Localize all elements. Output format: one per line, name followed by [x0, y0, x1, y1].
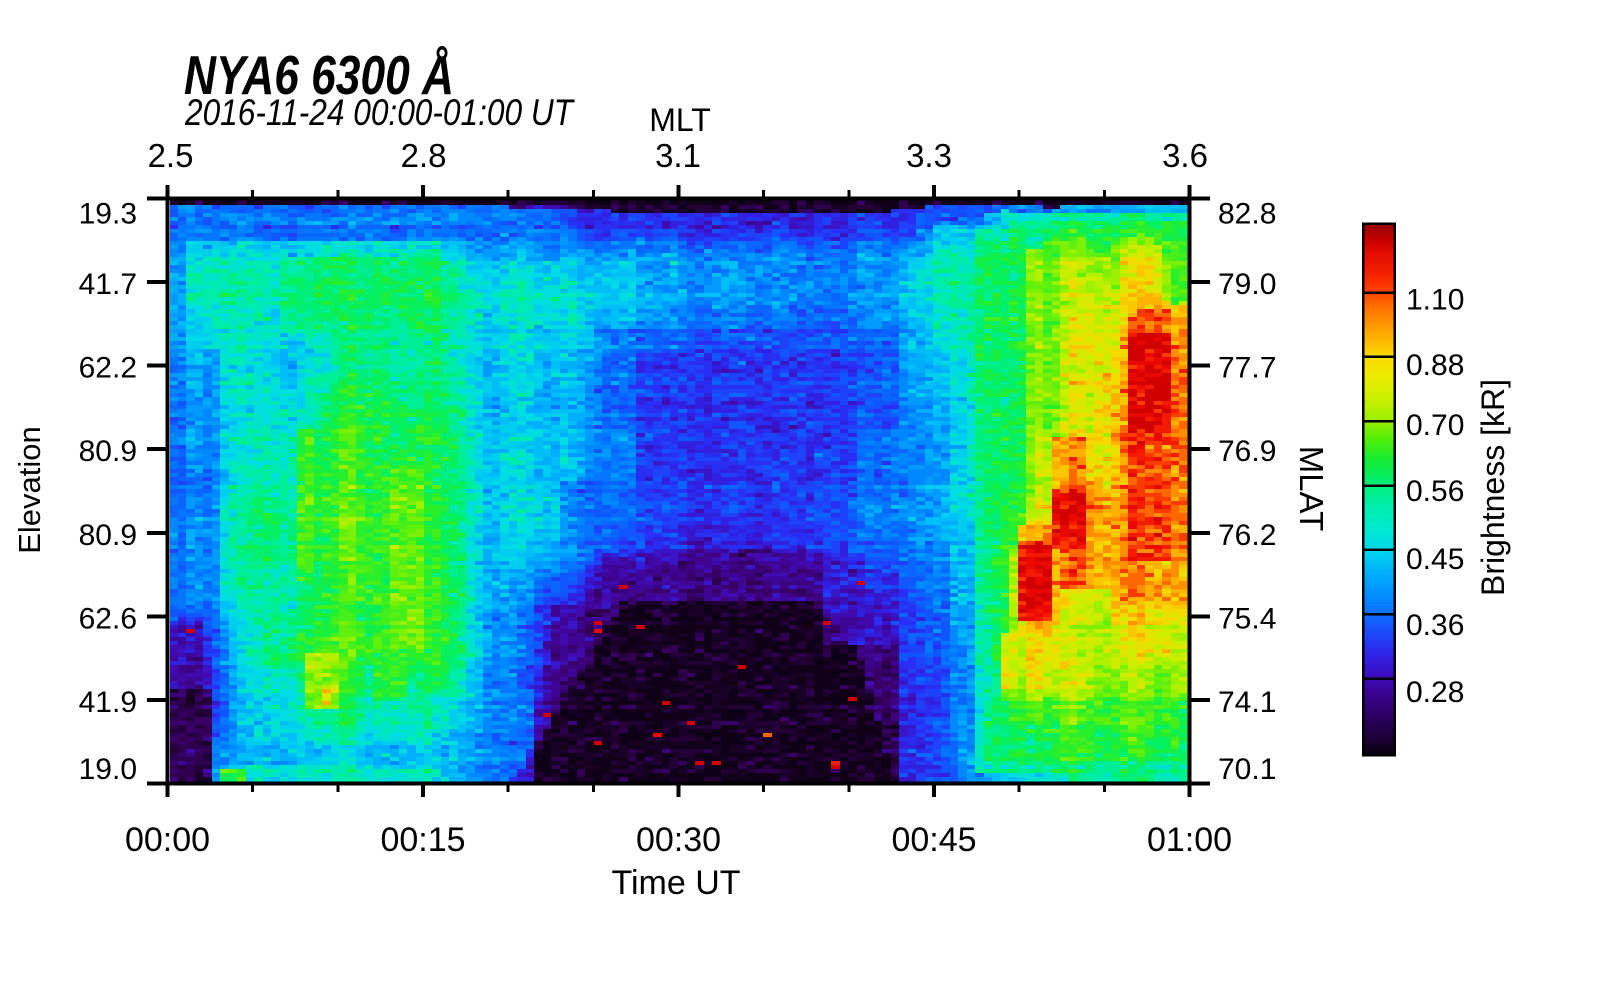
svg-text:1.10: 1.10 — [1406, 284, 1464, 317]
svg-text:0.56: 0.56 — [1406, 475, 1464, 508]
svg-text:76.9: 76.9 — [1218, 435, 1276, 468]
svg-text:80.9: 80.9 — [79, 519, 137, 552]
svg-text:Time UT: Time UT — [611, 864, 740, 902]
svg-text:77.7: 77.7 — [1218, 352, 1276, 385]
svg-text:01:00: 01:00 — [1147, 821, 1232, 859]
svg-text:76.2: 76.2 — [1218, 519, 1276, 552]
svg-text:19.3: 19.3 — [79, 198, 137, 231]
svg-text:00:15: 00:15 — [380, 821, 465, 859]
svg-text:NYA6 6300 Å: NYA6 6300 Å — [184, 44, 454, 106]
svg-text:00:30: 00:30 — [636, 821, 721, 859]
svg-text:79.0: 79.0 — [1218, 268, 1276, 301]
svg-text:00:00: 00:00 — [125, 821, 210, 859]
svg-text:62.6: 62.6 — [79, 602, 137, 635]
svg-text:3.1: 3.1 — [655, 137, 701, 174]
svg-text:62.2: 62.2 — [79, 352, 137, 385]
svg-text:2.8: 2.8 — [401, 137, 447, 174]
svg-text:00:45: 00:45 — [891, 821, 976, 859]
svg-text:41.7: 41.7 — [79, 268, 137, 301]
svg-text:80.9: 80.9 — [79, 435, 137, 468]
svg-text:70.1: 70.1 — [1218, 753, 1276, 786]
svg-text:Elevation: Elevation — [12, 426, 47, 554]
svg-text:0.36: 0.36 — [1406, 609, 1464, 642]
svg-text:0.70: 0.70 — [1406, 409, 1464, 442]
svg-text:3.6: 3.6 — [1162, 137, 1208, 174]
svg-text:0.28: 0.28 — [1406, 676, 1464, 709]
svg-text:75.4: 75.4 — [1218, 602, 1276, 635]
svg-text:19.0: 19.0 — [79, 753, 137, 786]
svg-text:2.5: 2.5 — [148, 137, 194, 174]
svg-text:3.3: 3.3 — [906, 137, 952, 174]
svg-text:0.45: 0.45 — [1406, 543, 1464, 576]
svg-text:MLAT: MLAT — [1293, 446, 1330, 532]
svg-text:Brightness [kR]: Brightness [kR] — [1475, 379, 1511, 596]
svg-text:2016-11-24 00:00-01:00 UT: 2016-11-24 00:00-01:00 UT — [184, 92, 575, 133]
svg-text:74.1: 74.1 — [1218, 686, 1276, 719]
svg-text:41.9: 41.9 — [79, 686, 137, 719]
svg-text:82.8: 82.8 — [1218, 198, 1276, 231]
svg-text:0.88: 0.88 — [1406, 349, 1464, 382]
svg-text:MLT: MLT — [649, 102, 711, 138]
